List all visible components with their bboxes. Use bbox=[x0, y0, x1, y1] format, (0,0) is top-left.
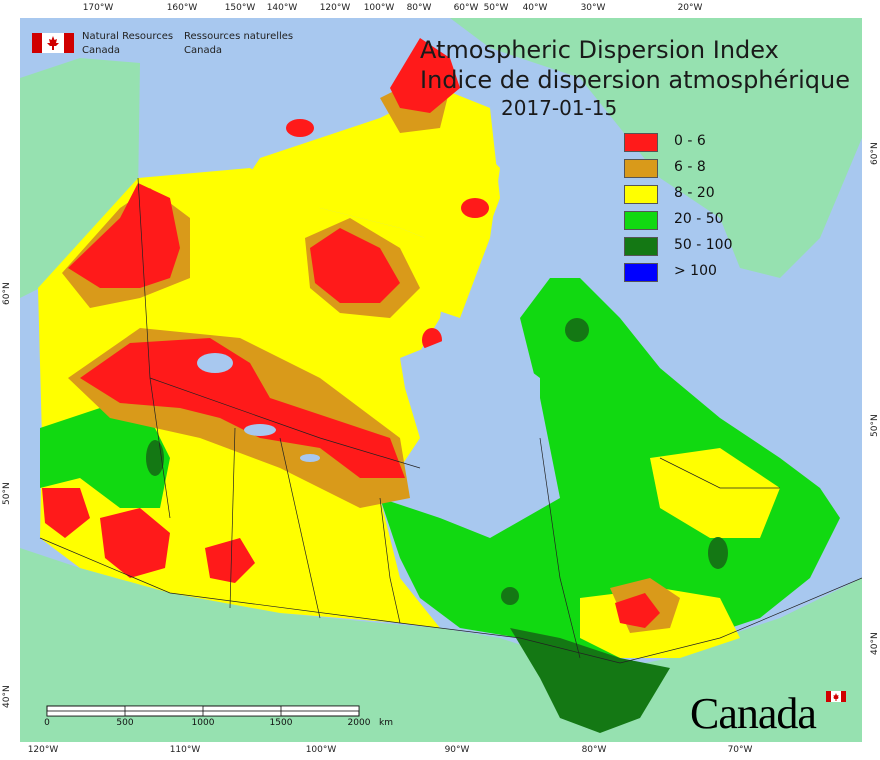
legend-item: 0 - 6 bbox=[624, 133, 774, 159]
legend-item: > 100 bbox=[624, 263, 774, 289]
saskatchewan-manitoba-border bbox=[279, 437, 321, 619]
hudson-bay bbox=[400, 338, 540, 518]
graticule-right-label: 60°N bbox=[870, 142, 880, 165]
provincial-borders bbox=[39, 177, 862, 664]
scale-tick-label: 1500 bbox=[269, 718, 293, 728]
legend-item: 6 - 8 bbox=[624, 159, 774, 185]
graticule-top-label: 170°W bbox=[82, 3, 114, 13]
zone-50-100-great-lakes bbox=[510, 628, 670, 733]
canada-dispersion-zones bbox=[38, 38, 840, 733]
agency-french-line2: Canada bbox=[184, 45, 223, 56]
graticule-top-label: 100°W bbox=[363, 3, 395, 13]
scale-tick-label: 1000 bbox=[191, 718, 215, 728]
alaska-landmass bbox=[20, 58, 140, 298]
canada-us-border bbox=[39, 537, 862, 664]
ontario-quebec-border bbox=[539, 437, 581, 659]
zone-20-50-west bbox=[40, 408, 170, 508]
graticule-bottom-label: 120°W bbox=[27, 745, 59, 755]
agency-english-line2: Canada bbox=[82, 45, 121, 56]
legend-item: 50 - 100 bbox=[624, 237, 774, 263]
legend-label: > 100 bbox=[674, 263, 717, 279]
graticule-top-label: 60°W bbox=[453, 3, 479, 13]
lake-athabasca bbox=[300, 454, 320, 462]
map-date: 2017-01-15 bbox=[501, 96, 618, 120]
zone-8-20-quebec-north bbox=[650, 448, 780, 538]
scale-bar-graphic bbox=[46, 705, 360, 717]
alberta-saskatchewan-border bbox=[229, 427, 236, 609]
zone-0-6-arctic bbox=[310, 228, 400, 303]
legend-label: 8 - 20 bbox=[674, 185, 715, 201]
legend-swatch bbox=[624, 263, 658, 282]
zone-0-6-devon-spot bbox=[461, 198, 489, 218]
legend-swatch bbox=[624, 185, 658, 204]
graticule-top-label: 80°W bbox=[406, 3, 432, 13]
zone-0-6-banks-spot bbox=[286, 119, 314, 137]
scale-tick-label: 2000 bbox=[347, 718, 371, 728]
zone-0-6-quebec bbox=[615, 593, 660, 628]
zone-0-6-yukon bbox=[68, 183, 180, 288]
zone-0-6-bc-south bbox=[100, 508, 170, 578]
graticule-right-label: 40°N bbox=[870, 632, 880, 655]
graticule-right-label: 50°N bbox=[870, 414, 880, 437]
canada-wordmark-flag-icon bbox=[826, 691, 846, 702]
legend-label: 0 - 6 bbox=[674, 133, 706, 149]
map-canvas bbox=[20, 18, 862, 742]
zone-50-100-baffin-spot bbox=[565, 318, 589, 342]
agency-french-line1: Ressources naturelles bbox=[184, 31, 294, 42]
zone-8-20-baffin bbox=[420, 138, 500, 318]
zone-0-6-saskatchewan bbox=[205, 538, 255, 583]
legend: 0 - 6 6 - 8 8 - 20 20 - 50 50 - 100 > 100 bbox=[624, 133, 774, 289]
legend-item: 8 - 20 bbox=[624, 185, 774, 211]
graticule-top-label: 40°W bbox=[522, 3, 548, 13]
zone-0-6-ellesmere bbox=[390, 38, 460, 113]
scale-tick-label: 0 bbox=[44, 718, 50, 728]
graticule-top-label: 30°W bbox=[580, 3, 606, 13]
manitoba-ontario-border bbox=[379, 497, 401, 624]
graticule-top-label: 140°W bbox=[266, 3, 298, 13]
great-bear-lake bbox=[197, 353, 233, 373]
zone-50-100-bc-spot bbox=[146, 440, 164, 476]
agency-english-line1: Natural Resources bbox=[82, 31, 174, 42]
legend-swatch bbox=[624, 159, 658, 178]
legend-label: 20 - 50 bbox=[674, 211, 724, 227]
graticule-top-label: 20°W bbox=[677, 3, 703, 13]
scale-unit-label: km bbox=[379, 718, 393, 728]
map-title-french: Indice de dispersion atmosphérique bbox=[420, 66, 851, 94]
canada-flag-icon bbox=[32, 33, 74, 53]
map-title-english: Atmospheric Dispersion Index bbox=[420, 36, 779, 64]
labrador-border bbox=[659, 457, 780, 489]
zone-50-100-hudson-spot bbox=[501, 587, 519, 605]
graticule-top-label: 150°W bbox=[224, 3, 256, 13]
zone-50-100-quebec-spot bbox=[708, 537, 728, 569]
legend-swatch bbox=[624, 133, 658, 152]
graticule-top-label: 50°W bbox=[483, 3, 509, 13]
graticule-top-label: 120°W bbox=[319, 3, 351, 13]
graticule-left-label: 40°N bbox=[2, 685, 12, 708]
graticule-top-label: 160°W bbox=[166, 3, 198, 13]
legend-label: 50 - 100 bbox=[674, 237, 733, 253]
canada-wordmark: Canada bbox=[690, 689, 817, 738]
graticule-left-label: 50°N bbox=[2, 482, 12, 505]
graticule-bottom-label: 70°W bbox=[727, 745, 753, 755]
legend-swatch bbox=[624, 211, 658, 230]
legend-item: 20 - 50 bbox=[624, 211, 774, 237]
scale-tick-label: 500 bbox=[116, 718, 134, 728]
graticule-bottom-label: 90°W bbox=[444, 745, 470, 755]
graticule-bottom-label: 110°W bbox=[169, 745, 201, 755]
zone-0-6-prairies bbox=[80, 338, 405, 478]
graticule-left-label: 60°N bbox=[2, 282, 12, 305]
graticule-bottom-label: 100°W bbox=[305, 745, 337, 755]
scale-bar: 0 500 1000 1500 2000 km bbox=[44, 704, 393, 728]
great-slave-lake bbox=[244, 424, 276, 436]
legend-swatch bbox=[624, 237, 658, 256]
nwt-boundary bbox=[149, 377, 421, 469]
zone-0-6-west-coast bbox=[42, 488, 90, 538]
legend-label: 6 - 8 bbox=[674, 159, 706, 175]
graticule-bottom-label: 80°W bbox=[581, 745, 607, 755]
